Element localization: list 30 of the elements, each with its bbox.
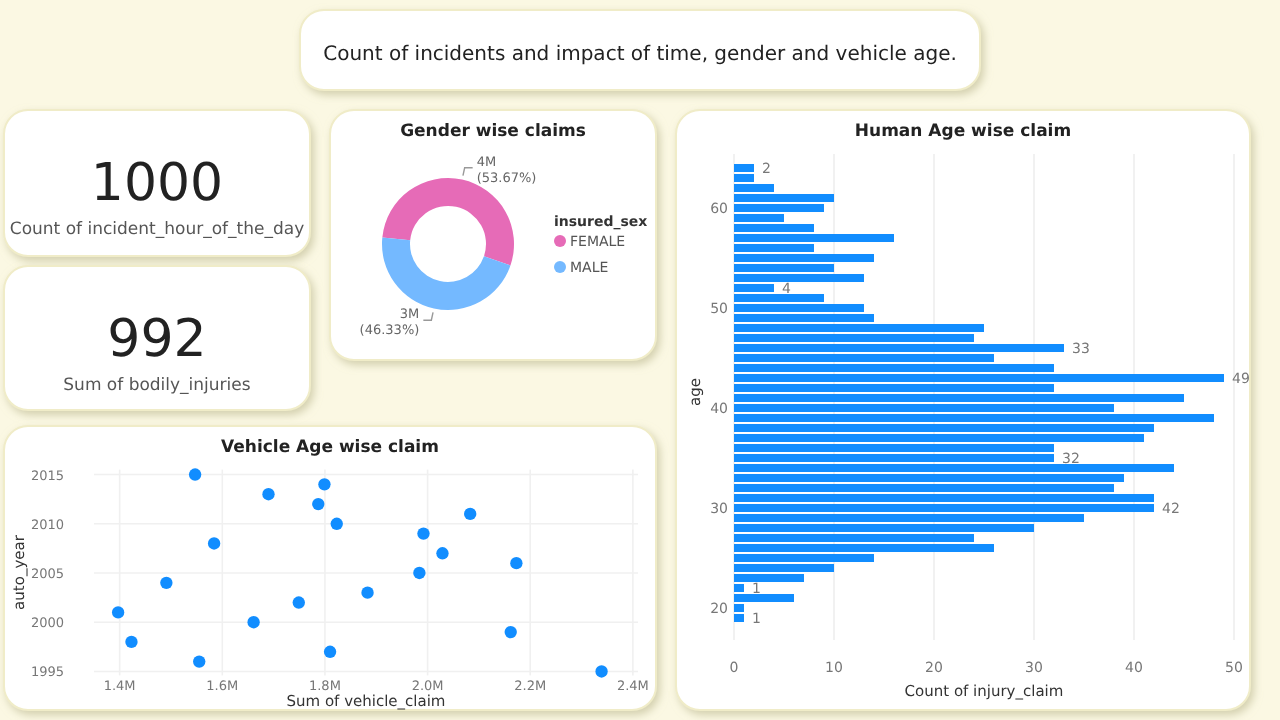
point xyxy=(323,645,337,658)
point xyxy=(193,655,206,668)
point xyxy=(160,576,173,590)
point xyxy=(464,507,477,521)
donut-slice xyxy=(382,237,511,310)
point xyxy=(510,556,523,570)
point xyxy=(361,586,374,599)
point xyxy=(417,527,430,540)
text: Count of incidents and impact of time, gender and vehicle age. xyxy=(323,44,957,66)
chart-title: Human Age wise claim xyxy=(854,122,1072,142)
text: Sum of bodily_injuries xyxy=(63,376,252,396)
point xyxy=(330,517,343,530)
point xyxy=(318,478,331,491)
point xyxy=(188,468,202,481)
point xyxy=(207,537,221,550)
point xyxy=(247,616,260,629)
chart-title: Vehicle Age wise claim xyxy=(221,438,440,458)
point xyxy=(436,547,449,560)
point xyxy=(312,497,325,511)
point xyxy=(413,566,426,580)
text: 992 xyxy=(107,310,207,370)
chart-title: Gender wise claims xyxy=(400,122,586,142)
point xyxy=(262,488,275,501)
point xyxy=(292,596,305,609)
point xyxy=(125,635,138,649)
point xyxy=(504,625,517,639)
point xyxy=(595,665,608,678)
text: 1000 xyxy=(90,154,224,214)
text: Count of incident_hour_of_the_day xyxy=(9,220,305,240)
point xyxy=(111,606,125,619)
